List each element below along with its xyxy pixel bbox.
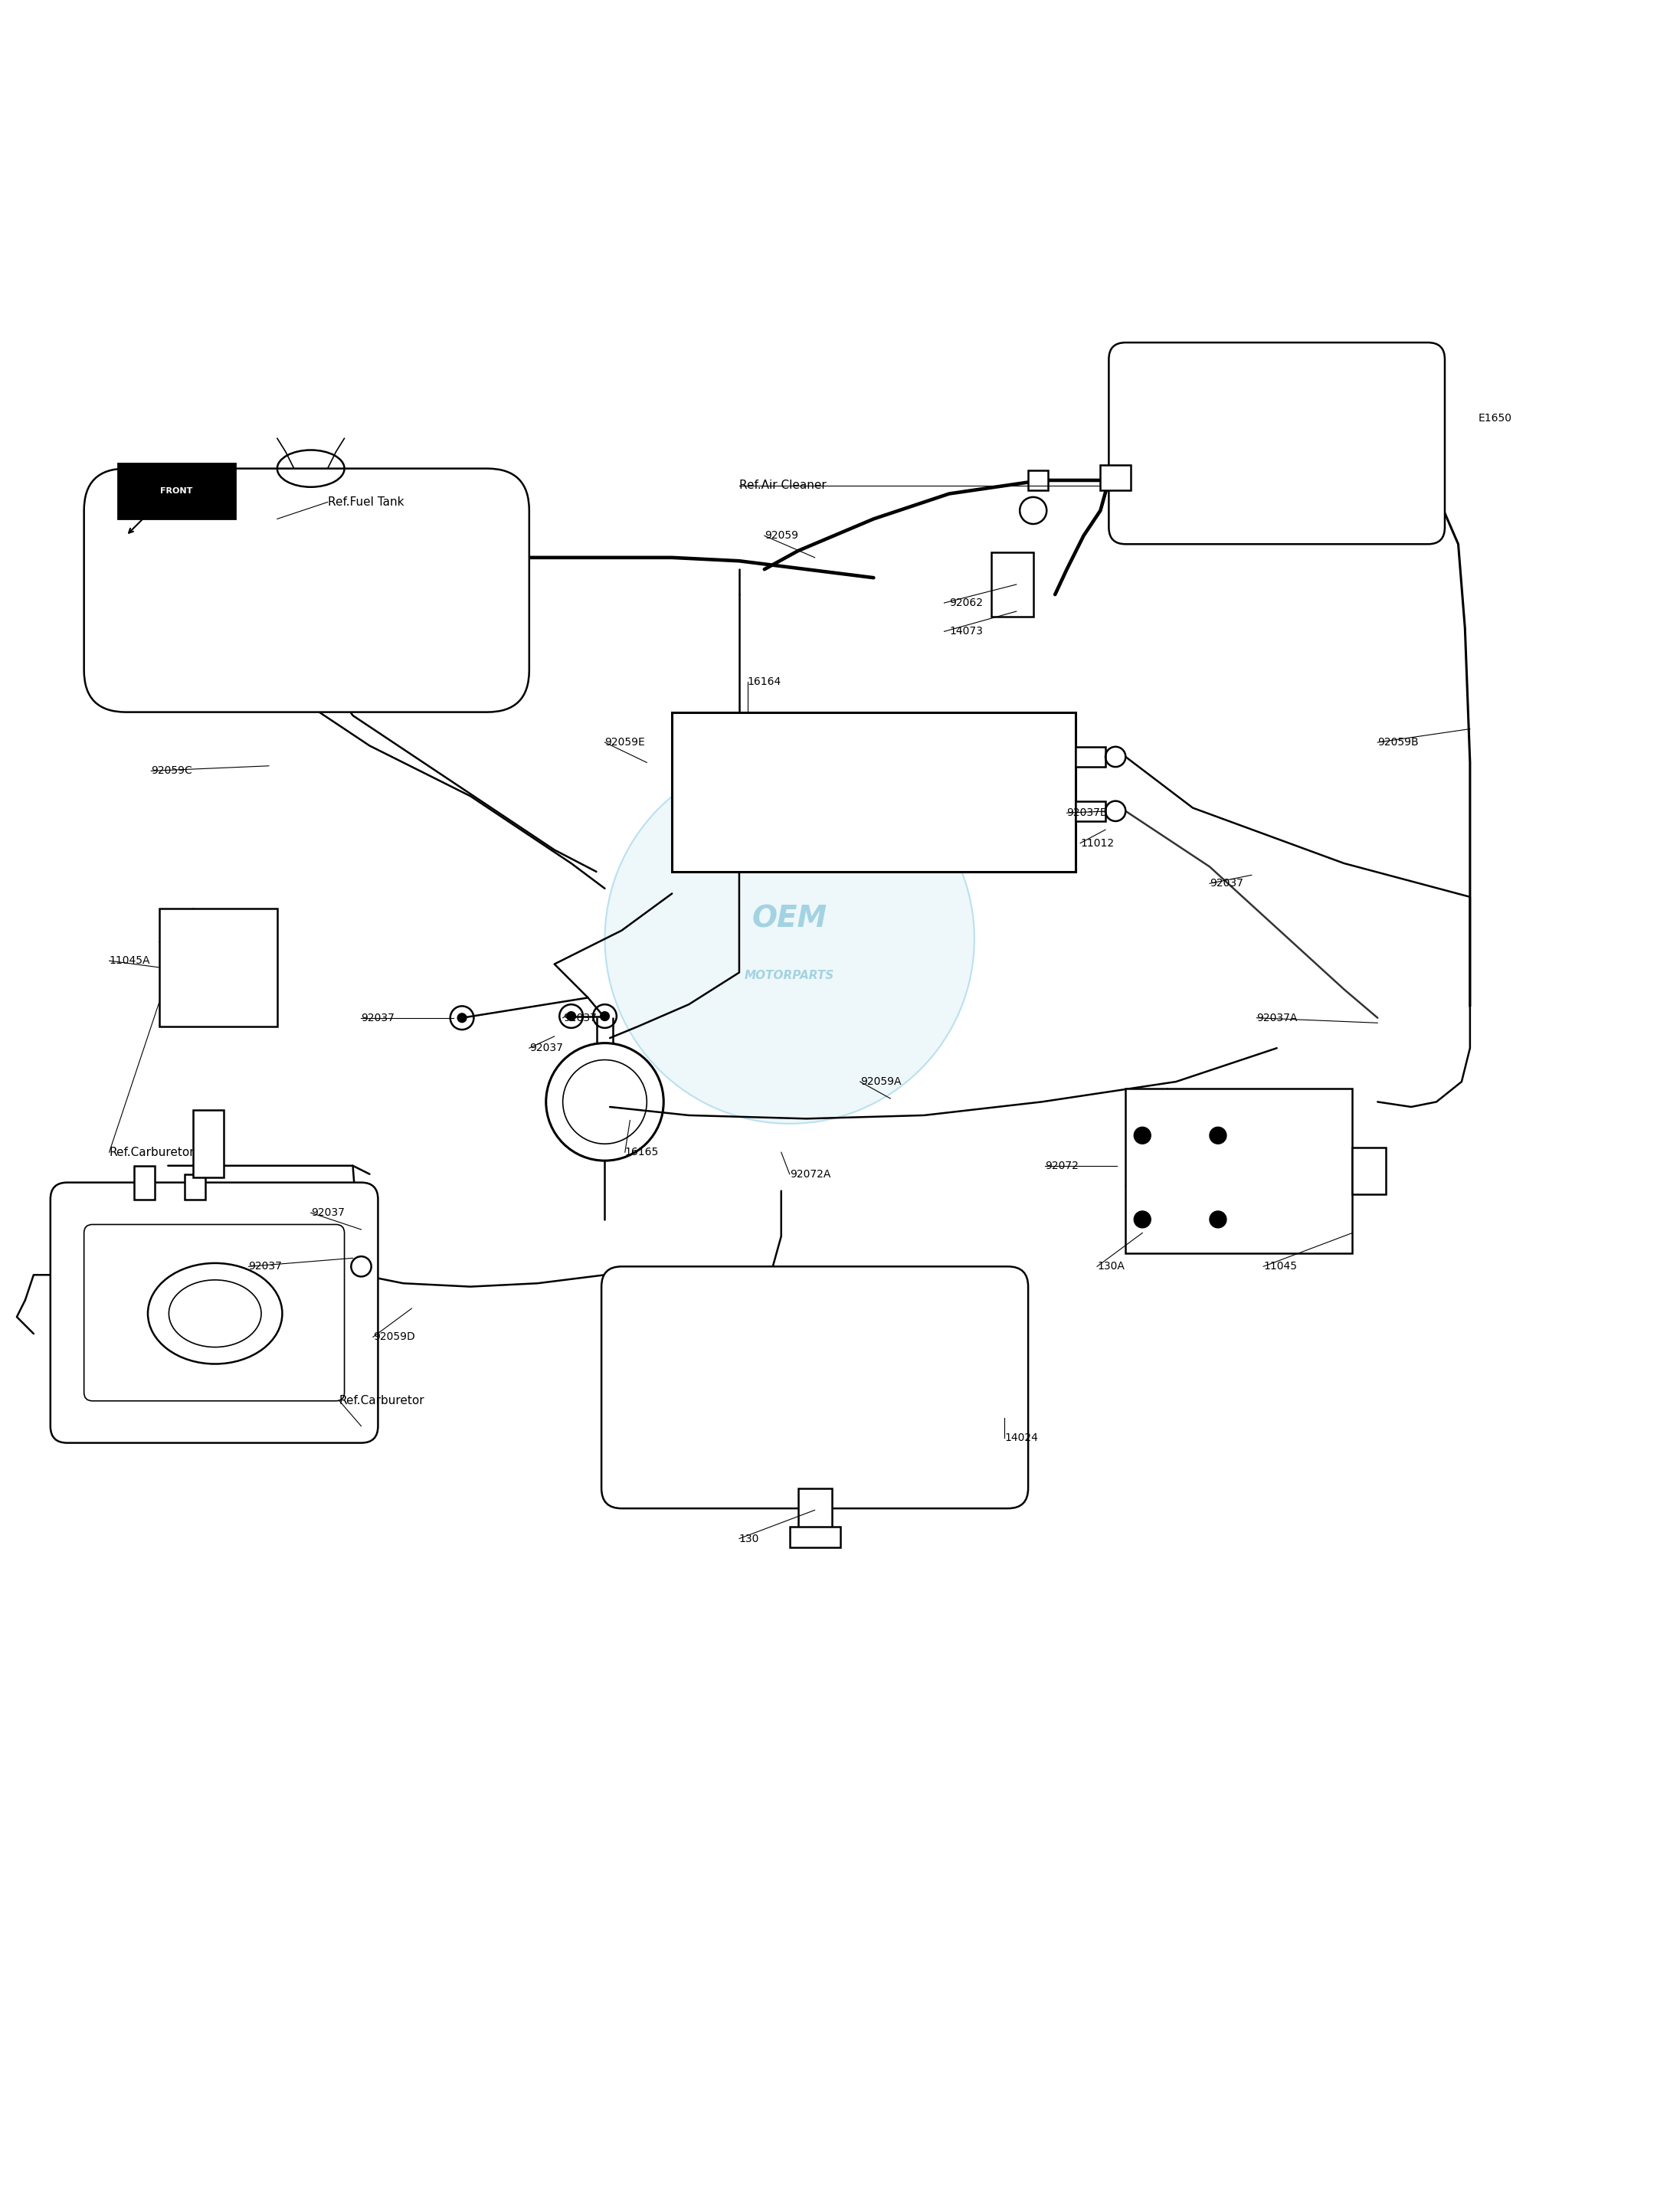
Text: 92059A: 92059A	[860, 1077, 900, 1088]
Text: 14073: 14073	[949, 626, 983, 637]
Bar	[1126, 1088, 1352, 1252]
FancyBboxPatch shape	[84, 1224, 344, 1402]
Bar	[991, 551, 1033, 617]
Text: 92072: 92072	[1045, 1160, 1079, 1171]
Text: 92037: 92037	[529, 1044, 563, 1055]
Text: 92072A: 92072A	[790, 1169, 830, 1180]
Circle shape	[566, 1011, 576, 1022]
Text: OEM: OEM	[753, 905, 827, 934]
Text: 92059E: 92059E	[605, 736, 645, 747]
Text: MOTORPARTS: MOTORPARTS	[744, 971, 835, 982]
Bar	[790, 1527, 840, 1547]
Text: 16164: 16164	[748, 677, 781, 688]
Text: Ref.Carburetor: Ref.Carburetor	[339, 1395, 425, 1406]
Text: 92037B: 92037B	[1067, 808, 1107, 817]
Circle shape	[1134, 1127, 1151, 1145]
Text: Ref.Air Cleaner: Ref.Air Cleaner	[739, 479, 827, 492]
Text: 92037: 92037	[311, 1208, 344, 1217]
Bar	[672, 712, 1075, 872]
Text: 130: 130	[739, 1534, 759, 1544]
Text: Ref.Fuel Tank: Ref.Fuel Tank	[328, 497, 403, 508]
Circle shape	[1210, 1211, 1226, 1228]
FancyBboxPatch shape	[118, 464, 235, 518]
Circle shape	[605, 754, 974, 1123]
Circle shape	[600, 1011, 610, 1022]
Text: 92059D: 92059D	[373, 1331, 415, 1342]
FancyBboxPatch shape	[84, 468, 529, 712]
Text: 92037: 92037	[563, 1013, 596, 1024]
FancyBboxPatch shape	[50, 1182, 378, 1443]
Text: 14024: 14024	[1005, 1432, 1038, 1443]
Text: 11012: 11012	[1080, 837, 1114, 848]
Text: 92059: 92059	[764, 529, 798, 540]
Bar	[798, 1487, 832, 1531]
Text: 92059C: 92059C	[151, 765, 193, 776]
Bar	[1352, 1147, 1386, 1195]
Bar	[1075, 747, 1105, 767]
Text: 92037: 92037	[361, 1013, 395, 1024]
Text: Ref.Carburetor: Ref.Carburetor	[109, 1147, 195, 1158]
Text: 92059B: 92059B	[1378, 736, 1418, 747]
Text: 11045: 11045	[1263, 1261, 1297, 1272]
Text: 92037: 92037	[1210, 879, 1243, 890]
Text: 92062: 92062	[949, 598, 983, 609]
Circle shape	[457, 1013, 467, 1024]
Text: FRONT: FRONT	[160, 488, 193, 494]
Bar	[1028, 470, 1048, 490]
Bar	[1075, 802, 1105, 822]
FancyBboxPatch shape	[1109, 343, 1445, 545]
Text: 130A: 130A	[1097, 1261, 1124, 1272]
Bar	[185, 1173, 205, 1200]
Text: 92037A: 92037A	[1257, 1013, 1297, 1024]
Text: 11045A: 11045A	[109, 956, 150, 967]
Text: E1650: E1650	[1478, 413, 1512, 424]
Bar	[1100, 466, 1131, 490]
Bar	[193, 1109, 223, 1178]
Circle shape	[1134, 1211, 1151, 1228]
Text: 16165: 16165	[625, 1147, 659, 1158]
FancyBboxPatch shape	[601, 1265, 1028, 1509]
Bar	[134, 1167, 155, 1200]
Text: 92037: 92037	[249, 1261, 282, 1272]
Circle shape	[1210, 1127, 1226, 1145]
Bar	[160, 910, 277, 1026]
